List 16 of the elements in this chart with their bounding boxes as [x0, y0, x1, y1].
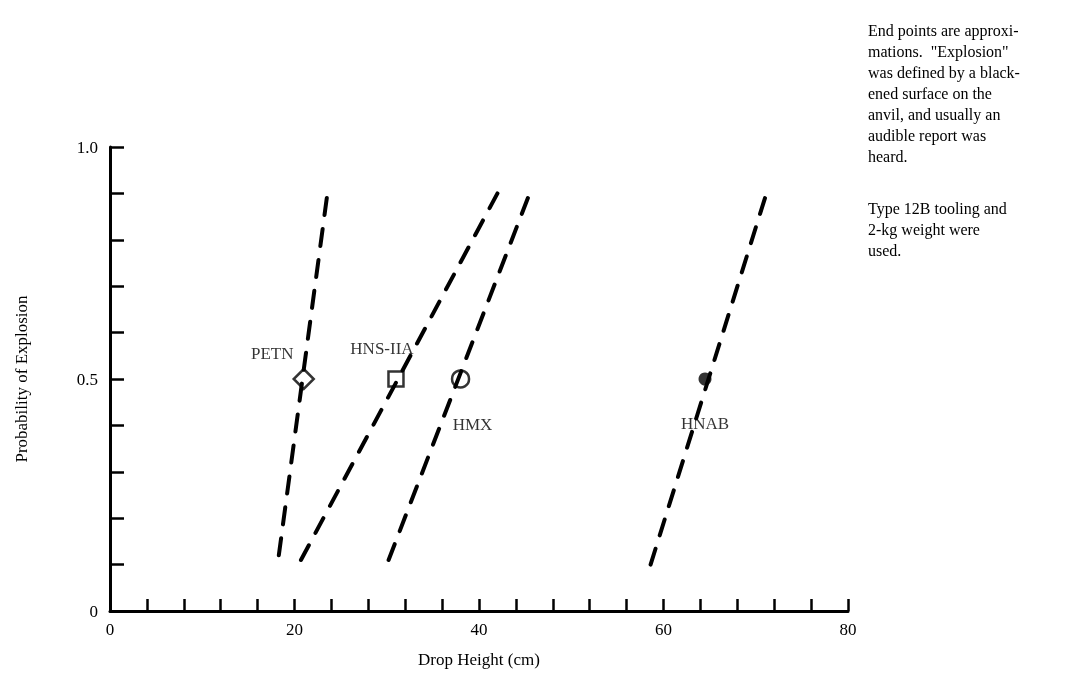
- x-tick-label: 20: [286, 620, 303, 639]
- x-tick-label: 80: [839, 620, 857, 639]
- text: Type 12B tooling and 2-kg weight were used.: [868, 200, 1007, 259]
- x-tick-label: 0: [105, 620, 115, 639]
- text: HNAB: [680, 413, 730, 433]
- x-axis-title: Drop Height (cm): [418, 650, 540, 669]
- x-tick-label: 40: [470, 620, 488, 639]
- series-label: HNS-IIA: [350, 339, 415, 359]
- y-tick-label: 0.5: [76, 369, 98, 389]
- y-tick-label: 0: [89, 601, 98, 621]
- y-tick-label: 1.0: [76, 137, 98, 157]
- y-axis-title: Probability of Explosion: [12, 294, 31, 463]
- series-label: HMX: [452, 414, 493, 434]
- x-tick-label: 60: [655, 620, 672, 639]
- text: End points are approxi- mations. "Explosion" was defined by a black- ened surface on the anvil, and usually an audible report was heard.: [868, 22, 1020, 165]
- series-label: PETN: [250, 343, 294, 363]
